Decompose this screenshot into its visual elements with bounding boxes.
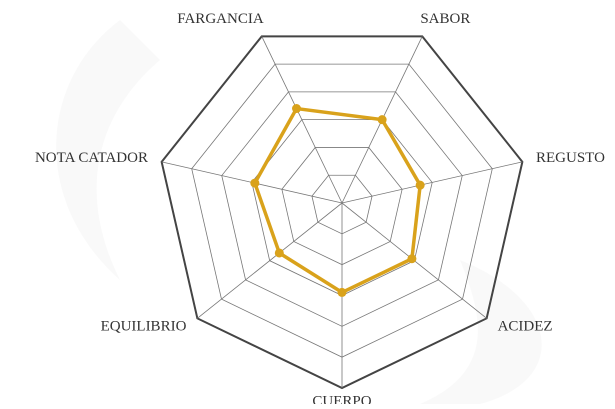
grid-ring [281,147,403,266]
axis-label: ACIDEZ [498,319,553,335]
grid-ring [311,174,373,235]
grid-ring [160,35,524,390]
data-line [253,106,422,295]
spoke [197,202,343,319]
data-point [292,104,302,114]
data-point [274,248,284,258]
axis-label: REGUSTO [536,150,605,166]
data-point [250,178,260,188]
axis-label: NOTA CATADOR [35,150,148,166]
axis-label: EQUILIBRIO [101,319,187,335]
data-point [415,180,425,190]
grid-ring [191,63,493,358]
data-point [377,115,387,125]
spoke [261,36,343,204]
data-point [337,287,347,297]
watermark [56,20,542,404]
grid-ring [221,91,463,327]
grid-ring [251,119,433,296]
spoke [341,161,523,204]
axis-label: SABOR [420,11,470,27]
axis-label: FARGANCIA [177,11,264,27]
axis-label: CUERPO [312,393,371,404]
data-point [407,254,417,264]
